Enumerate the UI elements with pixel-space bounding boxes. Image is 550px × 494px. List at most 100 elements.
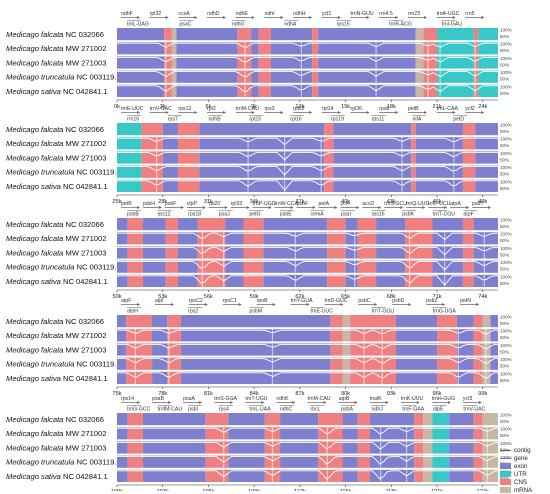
segment-cns xyxy=(327,218,346,231)
gap-tick xyxy=(201,232,203,245)
gene-label: trnF-UCU xyxy=(428,201,450,207)
gap-tick xyxy=(457,343,459,356)
segment-utr xyxy=(437,42,474,55)
gap-tick xyxy=(409,232,411,245)
pct-label: 100% xyxy=(500,274,512,279)
pct-label: 50% xyxy=(500,433,509,438)
species-label: Medicago truncatula NC 003119.6 xyxy=(6,263,121,272)
species-label: Medicago truncatula NC 003119.6 xyxy=(6,458,121,467)
segment-cns xyxy=(330,371,343,384)
gene-arrowhead xyxy=(230,401,234,404)
segment-exon xyxy=(162,151,178,164)
segment-cns xyxy=(243,232,264,245)
gap-tick xyxy=(457,329,459,342)
gene-label: cemA xyxy=(311,212,325,218)
segment-exon xyxy=(473,232,498,245)
species-label: Medicago sativa NC 042841.1 xyxy=(6,374,108,383)
segment-exon xyxy=(475,165,498,178)
gap-tick xyxy=(381,357,383,370)
gap-tick xyxy=(483,260,485,273)
gene-arrowhead xyxy=(452,16,456,19)
segment-cns xyxy=(473,343,483,356)
segment-cns xyxy=(127,455,143,468)
gene-label: ycf4 xyxy=(340,201,350,207)
segment-cns xyxy=(126,343,153,356)
identity-trace xyxy=(117,232,498,241)
segment-mrna xyxy=(482,469,498,482)
gene-arrowhead xyxy=(423,111,427,114)
segment-cns xyxy=(473,413,483,426)
segment-cns xyxy=(141,151,163,164)
gap-tick xyxy=(363,371,365,384)
gene-arrowhead xyxy=(251,111,255,114)
gap-tick xyxy=(354,232,356,245)
segment-exon xyxy=(117,42,165,55)
gene-arrowhead xyxy=(378,206,382,209)
segment-exon xyxy=(490,371,498,384)
segment-utr xyxy=(432,469,450,482)
gap-tick xyxy=(380,455,382,468)
gene-label: trnT-UGU xyxy=(245,396,267,402)
x-tick-label: 9k xyxy=(251,104,257,110)
gene-arrowhead xyxy=(337,16,341,19)
gap-tick xyxy=(401,179,403,192)
gap-tick xyxy=(165,56,167,69)
species-label: Medicago falcata MW 271002 xyxy=(6,139,106,148)
x-tick-label: 124k xyxy=(477,489,489,491)
segment-exon xyxy=(117,232,128,245)
segment-exon xyxy=(270,70,313,83)
segment-cns xyxy=(473,28,479,41)
segment-exon xyxy=(162,179,178,192)
segment-cns xyxy=(177,179,200,192)
pct-label: 50% xyxy=(500,157,509,162)
segment-cns xyxy=(165,274,178,287)
segment-cns xyxy=(411,165,416,178)
gap-tick xyxy=(474,84,476,97)
segment-cns xyxy=(237,28,252,41)
gap-tick xyxy=(247,151,249,164)
species-label: Medicago falcata MW 271003 xyxy=(6,248,106,257)
gene-arrowhead xyxy=(180,206,184,209)
segment-cns xyxy=(243,260,264,273)
segment-utr xyxy=(117,165,142,178)
segment-cns xyxy=(462,260,474,273)
pct-label: 50% xyxy=(500,281,509,286)
segment-cns xyxy=(167,329,182,342)
segment-exon xyxy=(152,371,168,384)
segment-mrna xyxy=(171,56,177,69)
segment-exon xyxy=(199,137,325,150)
segment-exon xyxy=(376,232,406,245)
segment-cns xyxy=(423,70,438,83)
segment-exon xyxy=(142,427,206,440)
gap-tick xyxy=(201,274,203,287)
gene-label: ndhF xyxy=(121,11,133,17)
segment-exon xyxy=(117,329,127,342)
gap-tick xyxy=(247,137,249,150)
segment-exon xyxy=(225,246,244,259)
segment-mrna xyxy=(171,70,177,83)
segment-exon xyxy=(225,218,244,231)
pct-label: 100% xyxy=(500,260,512,265)
gene-arrowhead xyxy=(466,206,470,209)
gap-tick xyxy=(444,274,446,287)
segment-exon xyxy=(176,84,238,97)
segment-mrna xyxy=(482,329,491,342)
segment-cns xyxy=(411,151,416,164)
gene-arrowhead xyxy=(137,111,140,114)
identity-trace xyxy=(117,151,498,161)
gap-tick xyxy=(474,42,476,55)
gene-label: petB xyxy=(408,106,419,112)
segment-cns xyxy=(127,232,143,245)
segment-exon xyxy=(376,246,406,259)
segment-exon xyxy=(142,246,166,259)
pct-label: 100% xyxy=(500,413,512,418)
legend-swatch xyxy=(500,450,511,451)
segment-cns xyxy=(164,42,172,55)
segment-exon xyxy=(117,315,127,328)
gap-tick xyxy=(165,42,167,55)
species-label: Medicago truncatula NC 003119.6 xyxy=(6,360,121,369)
pct-label: 50% xyxy=(500,143,509,148)
segment-cns xyxy=(177,137,200,150)
segment-exon xyxy=(342,427,358,440)
identity-trace xyxy=(117,427,499,435)
